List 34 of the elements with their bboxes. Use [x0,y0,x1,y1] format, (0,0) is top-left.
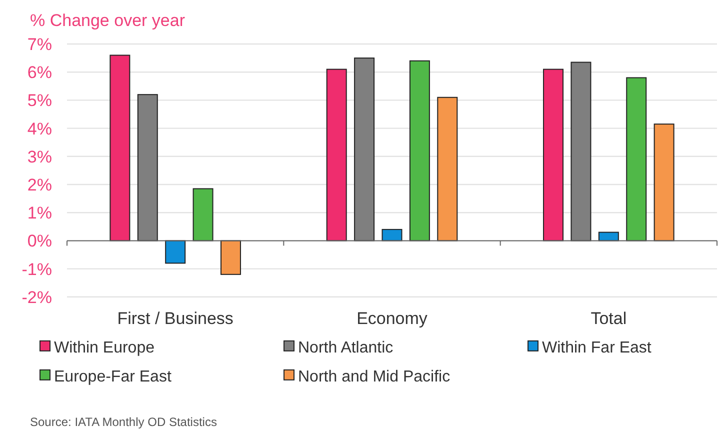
legend-label: North and Mid Pacific [298,368,450,386]
bar [654,124,674,242]
bar [382,228,402,242]
legend-label: Within Far East [542,340,652,356]
bar [570,62,592,242]
bar [165,240,186,264]
y-tick-label: 3% [27,147,52,166]
bar [626,77,647,242]
bar [543,68,564,242]
y-axis-title: % Change over year [30,11,186,30]
legend-label: Europe-Far East [54,368,172,386]
x-tick-label: Total [590,308,627,328]
x-tick-label: Economy [356,308,428,328]
bar [110,54,130,242]
bar [354,58,375,242]
y-tick-label: 0% [27,232,52,251]
bar [137,94,158,242]
bar [409,60,430,242]
bar [192,188,214,242]
bar [326,68,347,242]
y-tick-label: 2% [27,175,52,194]
bar [220,240,241,275]
legend-label: Within Europe [54,340,155,356]
legend-label: North Atlantic [298,340,394,356]
y-tick-label: 1% [27,204,52,223]
source-note: Source: IATA Monthly OD Statistics [30,415,217,429]
y-tick-label: -2% [22,288,52,307]
y-tick-label: -1% [22,260,52,279]
x-tick-label: First / Business [117,308,234,328]
y-tick-label: 7% [27,34,52,54]
y-tick-label: 4% [27,119,52,138]
y-tick-label: 6% [27,63,52,82]
bar [437,96,458,242]
y-tick-label: 5% [27,91,52,110]
